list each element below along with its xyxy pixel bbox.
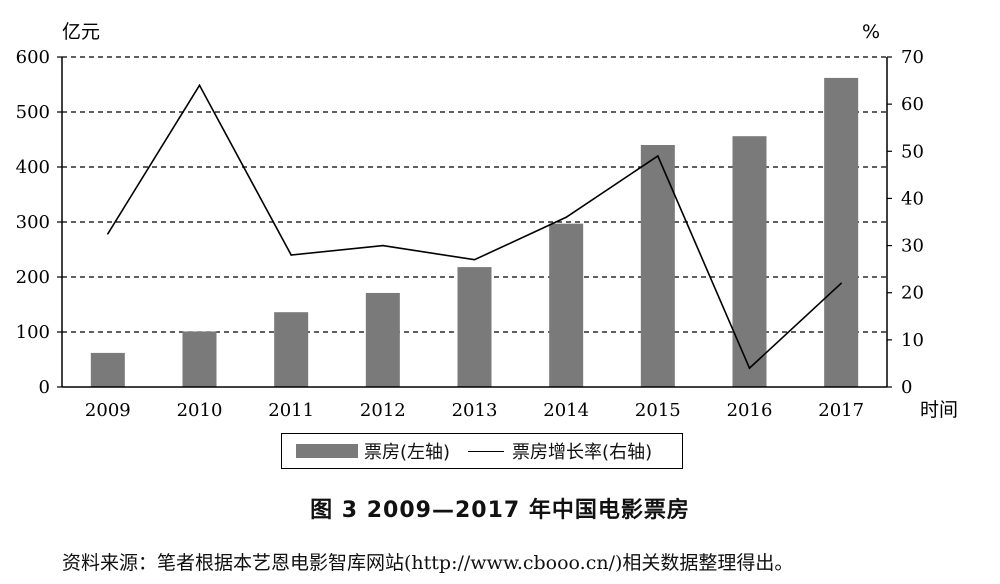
x-tick-label: 2014 <box>543 400 589 421</box>
growth-point-2016 <box>748 367 751 369</box>
right-tick-label: 70 <box>901 47 924 68</box>
figure-caption: 图 3 2009—2017 年中国电影票房 <box>310 498 690 523</box>
bar-2009 <box>90 352 125 387</box>
left-axis-unit: 亿元 <box>62 21 100 43</box>
growth-point-2014 <box>565 216 567 219</box>
left-tick-label: 400 <box>16 157 50 178</box>
source-note: 资料来源：笔者根据本艺恩电影智库网站(http://www.cbooo.cn/)… <box>62 552 794 574</box>
growth-point-2011 <box>290 254 292 256</box>
chart: 0 100 200 300 400 500 600 0 10 20 30 40 50 60 70 2009 20… <box>16 21 958 421</box>
right-tick-label: 60 <box>901 94 924 115</box>
bar-2010 <box>182 331 217 387</box>
bar-2015 <box>640 145 675 387</box>
right-tick-label: 50 <box>901 141 924 162</box>
left-tick-label: 500 <box>16 102 50 123</box>
right-tick-label: 20 <box>901 283 924 304</box>
growth-point-2017 <box>840 282 842 285</box>
right-tick-label: 10 <box>901 330 924 351</box>
growth-point-2009 <box>107 232 109 235</box>
legend-line-swatch <box>468 450 505 452</box>
x-tick-label: 2013 <box>452 400 498 421</box>
bar-2017 <box>824 77 859 388</box>
legend: 票房(左轴) 票房增长率(右轴) <box>281 433 683 469</box>
right-axis-unit: % <box>862 21 880 43</box>
right-tick-label: 30 <box>901 236 924 257</box>
legend-bar-label: 票房(左轴) <box>364 442 451 463</box>
right-tick-label: 0 <box>901 377 912 398</box>
bar-2014 <box>549 223 584 387</box>
x-axis-label: 时间 <box>920 399 958 421</box>
left-tick-label: 600 <box>16 47 50 68</box>
x-tick-label: 2011 <box>268 400 314 421</box>
growth-point-2015 <box>657 155 659 157</box>
left-tick-label: 0 <box>39 377 50 398</box>
left-tick-label: 300 <box>16 212 50 233</box>
right-tick-label: 40 <box>901 188 924 209</box>
bar-2013 <box>457 267 492 387</box>
growth-point-2010 <box>198 84 201 87</box>
left-tick-label: 200 <box>16 267 50 288</box>
growth-point-2013 <box>473 258 476 261</box>
legend-bar-swatch <box>296 444 358 458</box>
x-tick-label: 2016 <box>727 400 773 421</box>
x-tick-label: 2015 <box>635 400 681 421</box>
left-tick-label: 100 <box>16 322 50 343</box>
x-tick-label: 2010 <box>177 400 223 421</box>
legend-line-label: 票房增长率(右轴) <box>512 442 653 463</box>
x-tick-label: 2012 <box>360 400 406 421</box>
growth-point-2012 <box>382 244 384 247</box>
bar-2012 <box>365 292 400 387</box>
bar-2011 <box>274 312 309 387</box>
bar-2016 <box>732 136 767 387</box>
x-tick-label: 2009 <box>85 400 131 421</box>
x-tick-label: 2017 <box>818 400 864 421</box>
